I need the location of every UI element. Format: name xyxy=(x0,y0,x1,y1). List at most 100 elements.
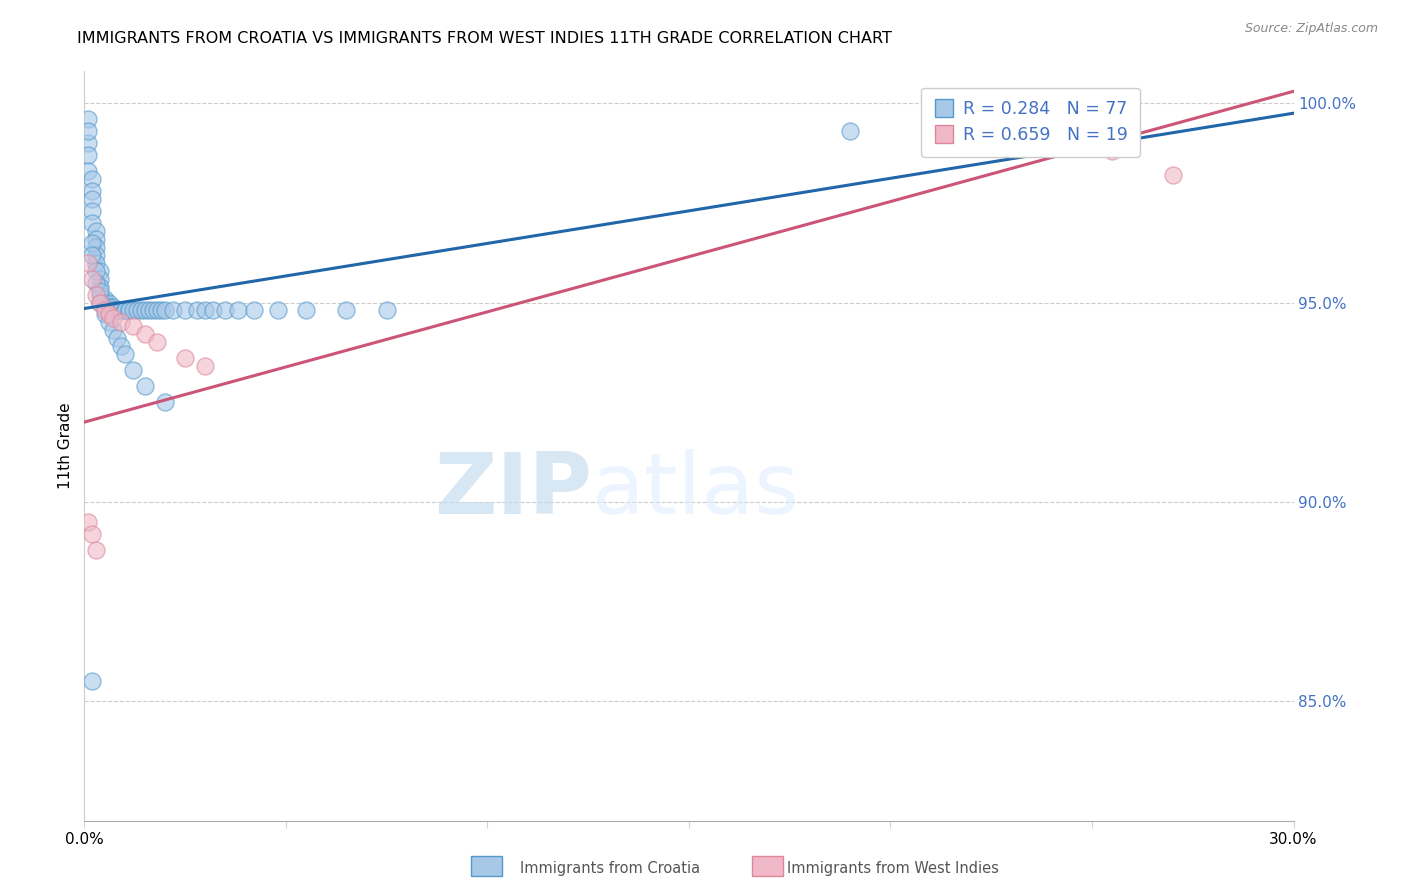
Point xyxy=(214,303,236,318)
Point xyxy=(89,287,111,301)
Point xyxy=(82,184,104,198)
Point xyxy=(86,240,108,254)
Point xyxy=(77,515,100,529)
Point xyxy=(86,542,108,557)
Text: Immigrants from Croatia: Immigrants from Croatia xyxy=(520,861,700,876)
Point xyxy=(89,271,111,285)
Point xyxy=(86,248,108,262)
Legend: R = 0.284   N = 77, R = 0.659   N = 19: R = 0.284 N = 77, R = 0.659 N = 19 xyxy=(921,87,1140,156)
Point xyxy=(105,303,128,318)
Point xyxy=(118,303,141,318)
Point xyxy=(93,295,115,310)
Point xyxy=(89,284,111,298)
Point xyxy=(118,303,141,318)
Point xyxy=(101,323,124,337)
Point xyxy=(110,339,132,353)
Point xyxy=(97,295,120,310)
Point xyxy=(105,303,128,318)
Point xyxy=(93,292,115,306)
Point xyxy=(1161,168,1184,182)
Point xyxy=(134,379,156,393)
Point xyxy=(82,203,104,218)
Point xyxy=(101,303,124,318)
Point xyxy=(142,303,165,318)
Point xyxy=(86,263,108,277)
Point xyxy=(186,303,208,318)
Point xyxy=(149,303,172,318)
Point xyxy=(89,263,111,277)
Point xyxy=(960,108,983,122)
Point xyxy=(146,303,169,318)
Text: Immigrants from West Indies: Immigrants from West Indies xyxy=(787,861,1000,876)
Point xyxy=(134,303,156,318)
Point xyxy=(267,303,290,318)
Y-axis label: 11th Grade: 11th Grade xyxy=(58,402,73,490)
Point xyxy=(114,347,136,361)
Text: Source: ZipAtlas.com: Source: ZipAtlas.com xyxy=(1244,22,1378,36)
Text: IMMIGRANTS FROM CROATIA VS IMMIGRANTS FROM WEST INDIES 11TH GRADE CORRELATION CH: IMMIGRANTS FROM CROATIA VS IMMIGRANTS FR… xyxy=(77,31,893,46)
Point xyxy=(82,235,104,250)
Point xyxy=(138,303,160,318)
Point xyxy=(375,303,398,318)
Point xyxy=(82,172,104,186)
Point xyxy=(839,124,862,138)
Point xyxy=(89,295,111,310)
Point xyxy=(114,303,136,318)
Point xyxy=(89,295,111,310)
Text: atlas: atlas xyxy=(592,450,800,533)
Point xyxy=(194,359,217,374)
Point xyxy=(97,308,120,322)
Point xyxy=(77,136,100,150)
Point xyxy=(202,303,225,318)
Point xyxy=(242,303,264,318)
Point xyxy=(93,308,115,322)
Point xyxy=(89,279,111,293)
Point xyxy=(82,526,104,541)
Point xyxy=(121,363,143,377)
Point xyxy=(105,331,128,345)
Point xyxy=(82,674,104,689)
Point xyxy=(295,303,318,318)
Point xyxy=(101,300,124,314)
Point xyxy=(82,216,104,230)
Point xyxy=(77,255,100,269)
Point xyxy=(86,255,108,269)
Point xyxy=(82,248,104,262)
Point xyxy=(194,303,217,318)
Point xyxy=(82,192,104,206)
Point xyxy=(1101,144,1123,158)
Point xyxy=(110,315,132,329)
Point xyxy=(82,271,104,285)
Point xyxy=(153,395,176,409)
Point xyxy=(86,232,108,246)
Point xyxy=(174,303,197,318)
Point xyxy=(114,303,136,318)
Point xyxy=(153,303,176,318)
Point xyxy=(110,303,132,318)
Point xyxy=(146,335,169,350)
Text: ZIP: ZIP xyxy=(434,450,592,533)
Point xyxy=(93,300,115,314)
Point xyxy=(134,327,156,342)
Point xyxy=(77,124,100,138)
Point xyxy=(97,300,120,314)
Point xyxy=(114,303,136,318)
Point xyxy=(101,303,124,318)
Point xyxy=(86,276,108,290)
Point xyxy=(162,303,184,318)
Point xyxy=(77,164,100,178)
Point xyxy=(93,303,115,318)
Point xyxy=(129,303,152,318)
Point xyxy=(93,295,115,310)
Point xyxy=(125,303,148,318)
Point xyxy=(226,303,249,318)
Point xyxy=(174,351,197,366)
Point xyxy=(86,224,108,238)
Point xyxy=(97,315,120,329)
Point xyxy=(101,311,124,326)
Point xyxy=(105,303,128,318)
Point xyxy=(335,303,357,318)
Point xyxy=(110,303,132,318)
Point xyxy=(86,287,108,301)
Point xyxy=(121,303,143,318)
